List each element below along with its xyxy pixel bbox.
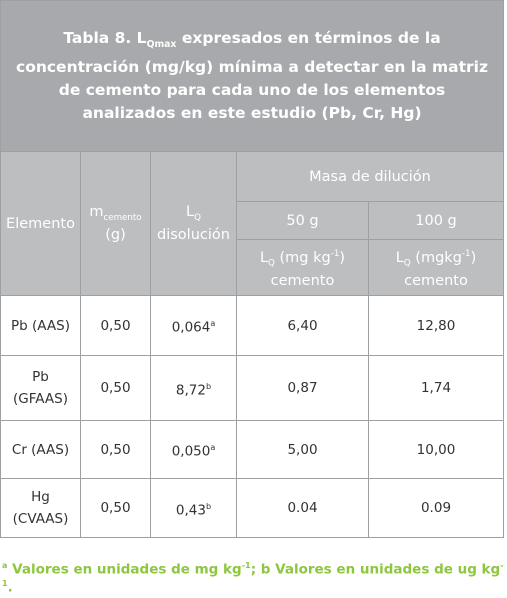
mass-value: 0,50	[100, 317, 131, 334]
cell: Cr (AAS)	[0, 420, 81, 479]
footnote-text: ; b Valores en unidades de ug kg	[250, 561, 501, 578]
header-text: Masa de dilución	[309, 168, 431, 185]
footnote-sup: a	[2, 560, 8, 570]
header-text: L	[259, 249, 269, 266]
table-row: Cr (AAS) 0,50 0,050a 5,00 10,00	[0, 420, 505, 479]
header-text: cemento	[270, 273, 335, 290]
header-cell: mcemento (g)	[80, 151, 151, 296]
lq-value: 8,72	[175, 382, 206, 399]
cell: 0,50	[80, 355, 151, 421]
lq-note: a	[210, 442, 216, 453]
cell: 0.09	[367, 478, 505, 538]
title-text: Tabla 8. L	[63, 28, 147, 47]
table-row: Pb (GFAAS) 0,50 8,72b 0,87 1,74	[0, 355, 505, 421]
header-cell: Elemento	[0, 151, 81, 296]
header-text: (g)	[105, 227, 126, 244]
lq-note: b	[205, 380, 212, 391]
lq-note: b	[205, 500, 212, 511]
lq-50-value: 0,87	[287, 380, 318, 396]
title-sub: Qmax	[146, 39, 177, 51]
lq-note: a	[210, 318, 216, 329]
lq-value: 0,43	[175, 502, 206, 519]
lq-50-value: 5,00	[287, 441, 318, 458]
footnote-sup: -1	[2, 560, 504, 588]
mass-value: 0,50	[100, 441, 131, 458]
cell: 0,50	[80, 295, 151, 356]
header-sup: -1	[461, 248, 471, 259]
header-text: 100 g	[415, 212, 457, 229]
element-name: (CVAAS)	[12, 511, 69, 527]
header-cell: Masa de dilución	[235, 151, 505, 202]
lq-100-value: 1,74	[420, 380, 452, 396]
lq-100-value: 12,80	[416, 317, 456, 334]
footnote-sup: -1	[241, 560, 251, 570]
element-name: Hg	[31, 489, 50, 505]
cell: 10,00	[367, 420, 505, 479]
footnote: a Valores en unidades de mg kg-1; b Valo…	[2, 560, 507, 595]
cell: 12,80	[367, 295, 505, 356]
header-sub: Q	[268, 258, 275, 269]
cell: 0,50	[80, 478, 151, 538]
header-sup: -1	[330, 248, 340, 259]
header-sub: Q	[194, 212, 201, 223]
header-cell: 100 g	[367, 201, 505, 240]
element-name: Cr (AAS)	[11, 441, 70, 458]
header-text: L	[395, 249, 404, 266]
cell: 0,50	[80, 420, 151, 479]
table-row: Pb (AAS) 0,50 0,064a 6,40 12,80	[0, 295, 505, 356]
header-sub: Q	[403, 258, 411, 269]
header-text: cemento	[404, 273, 468, 290]
footnote-text: Valores en unidades de mg kg	[7, 561, 242, 578]
header-text: (mg kg	[274, 249, 331, 266]
header-text: m	[89, 203, 104, 220]
header-text: disolución	[157, 227, 230, 244]
footnote-text: .	[7, 579, 13, 595]
header-sub: cemento	[103, 212, 142, 223]
cell: 0,43b	[150, 478, 237, 538]
cell: 0,064a	[150, 295, 237, 356]
cell: 0,87	[236, 355, 369, 421]
header-cell: LQ disolución	[150, 151, 237, 296]
cell: Pb (GFAAS)	[0, 355, 81, 421]
cell: Pb (AAS)	[0, 295, 81, 356]
data-table: Tabla 8. LQmax expresados en términos de…	[0, 0, 505, 538]
title-text: expresados en términos de la concentraci…	[16, 28, 488, 123]
cell: 0.04	[236, 478, 369, 538]
lq-50-value: 6,40	[287, 317, 318, 334]
header-text: (mgkg	[410, 249, 462, 266]
mass-value: 0,50	[100, 380, 131, 396]
cell: 6,40	[236, 295, 369, 356]
table-body: Pb (AAS) 0,50 0,064a 6,40 12,80 Pb (GFAAS) 0,50…	[0, 295, 505, 538]
element-name: (GFAAS)	[13, 391, 68, 407]
lq-value: 0,064	[171, 319, 211, 336]
header-cell: 50 g	[236, 201, 369, 240]
lq-value: 0,050	[171, 443, 211, 460]
cell: 5,00	[236, 420, 369, 479]
lq-100-value: 0.09	[420, 500, 452, 516]
cell: Hg (CVAAS)	[0, 478, 81, 538]
table-row: Hg (CVAAS) 0,50 0,43b 0.04 0.09	[0, 478, 505, 538]
mass-value: 0,50	[100, 500, 131, 516]
header-cell: LQ (mgkg-1) cemento	[367, 239, 505, 296]
header-text: )	[470, 249, 477, 266]
lq-50-value: 0.04	[287, 500, 318, 516]
cell: 8,72b	[150, 355, 237, 421]
header-cell: LQ (mg kg-1) cemento	[236, 239, 369, 296]
cell: 1,74	[367, 355, 505, 421]
lq-100-value: 10,00	[416, 441, 456, 458]
header-text: )	[339, 249, 346, 266]
cell: 0,050a	[150, 420, 237, 479]
element-name: Pb	[32, 369, 49, 385]
header-text: Elemento	[6, 215, 75, 232]
element-name: Pb (AAS)	[11, 317, 70, 334]
table-title: Tabla 8. LQmax expresados en términos de…	[0, 0, 505, 152]
header-text: L	[186, 203, 195, 220]
header-text: 50 g	[286, 212, 319, 229]
